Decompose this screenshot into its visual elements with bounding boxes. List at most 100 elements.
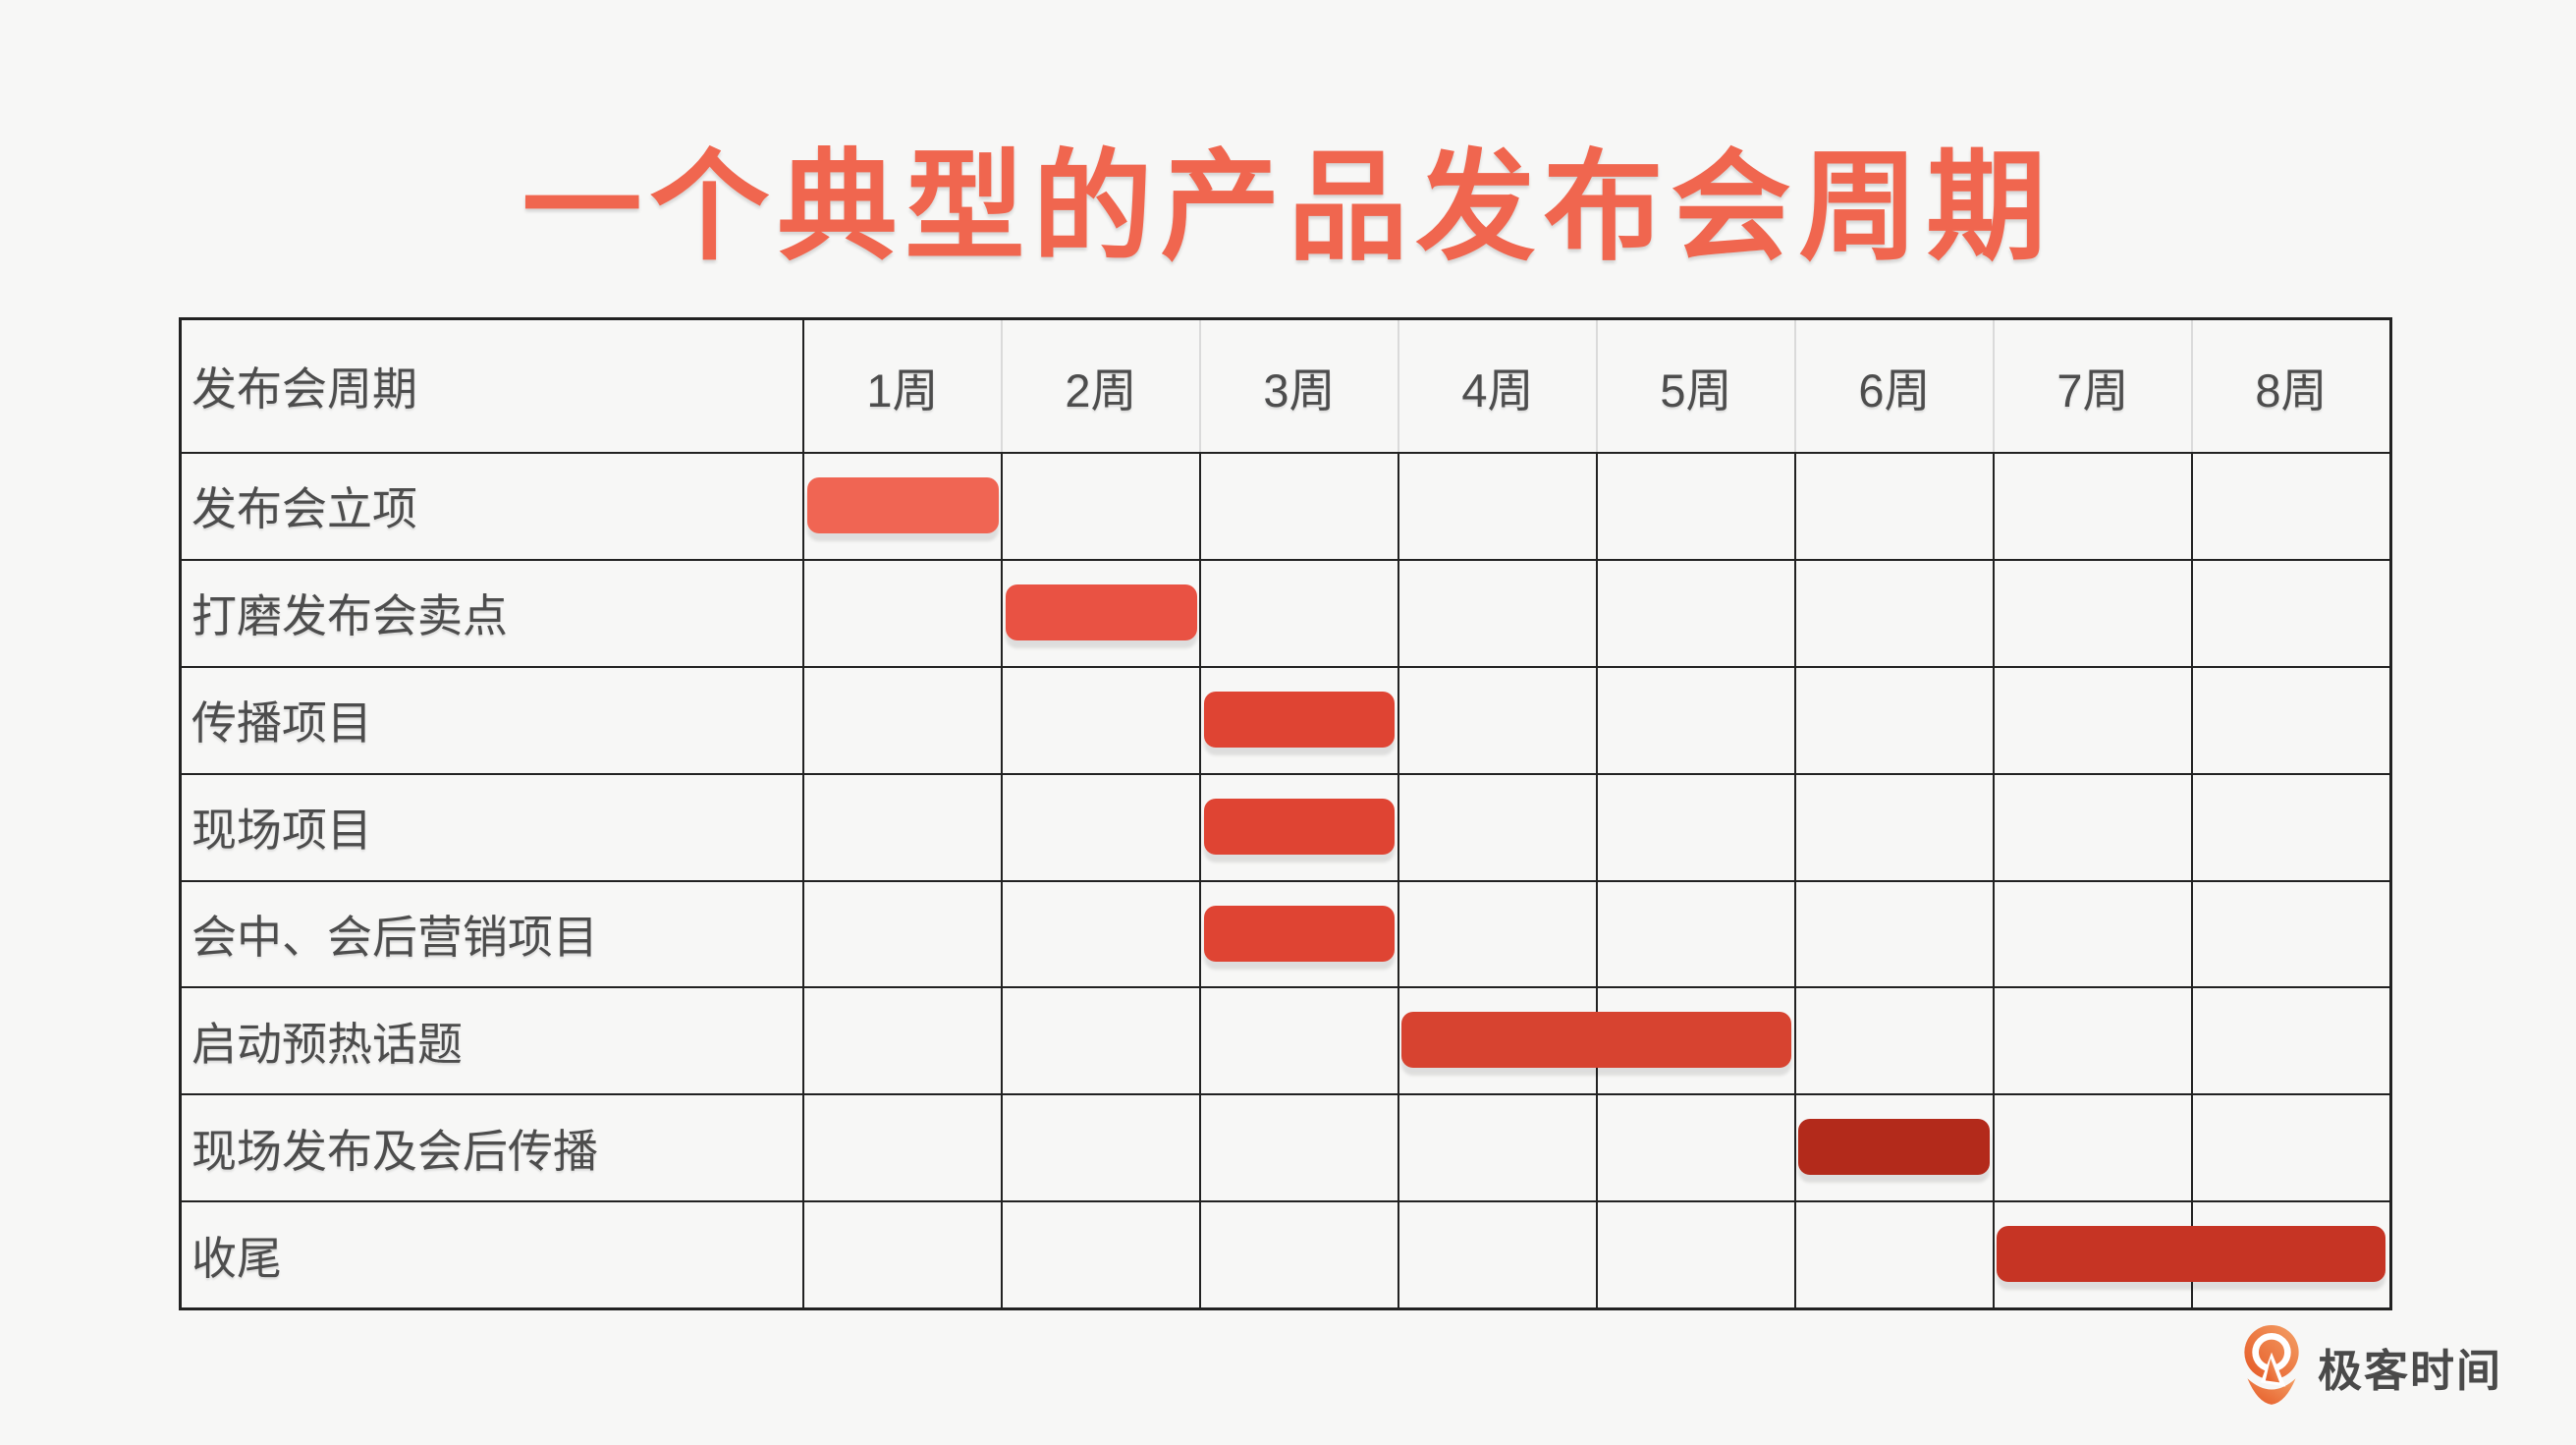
week-cell [1993,1202,2191,1307]
week-cell [1794,988,1993,1094]
week-cell [2191,454,2389,559]
week-cell [1993,560,2191,666]
gantt-bar [1005,584,1197,640]
task-label: 收尾 [182,1202,804,1307]
week-cell [1993,881,2191,987]
week-cell [804,988,1001,1093]
week-cell [1199,988,1398,1094]
week-cell [1001,667,1199,773]
task-row: 发布会立项 [182,452,2389,559]
week-cell [1794,774,1993,880]
week-cell [1596,667,1794,773]
header-row: 发布会周期 1周 2周 3周 4周 5周 6周 7周 8周 [182,320,2389,452]
week-cell [2191,774,2389,880]
week-cell [1001,560,1199,666]
week-header-6: 6周 [1794,320,1993,452]
week-cell [1398,774,1596,880]
week-cell [1001,1202,1199,1307]
week-cell [1199,881,1398,987]
week-cell [804,561,1001,666]
gantt-bar [1203,905,1396,962]
gantt-table: 发布会周期 1周 2周 3周 4周 5周 6周 7周 8周 发布会立项 打磨发布会… [179,317,2392,1310]
task-label: 现场发布及会后传播 [182,1095,804,1201]
week-cell [1199,667,1398,773]
task-label: 启动预热话题 [182,988,804,1094]
gantt-bar [807,477,999,533]
week-cell [1199,1202,1398,1307]
week-cell [1199,1095,1398,1201]
week-header-5: 5周 [1596,320,1794,452]
week-header-8: 8周 [2191,320,2389,452]
week-cell [804,775,1001,880]
week-cell [2191,1095,2389,1201]
week-header-7: 7周 [1993,320,2191,452]
week-cell [804,1202,1001,1307]
week-header-1: 1周 [866,363,939,417]
week-cell [1794,667,1993,773]
gantt-bar [1797,1119,1990,1176]
week-cell [1794,454,1993,559]
task-row: 现场发布及会后传播 [182,1093,2389,1201]
week-cell [1001,454,1199,559]
week-cell [1596,560,1794,666]
brand-name: 极客时间 [2318,1345,2503,1396]
week-cell [804,1095,1001,1200]
week-cell [2191,560,2389,666]
task-row: 会中、会后营销项目 [182,879,2389,987]
week-cell [1398,1202,1596,1307]
week-cell [1794,881,1993,987]
week-cell [1794,1095,1993,1201]
week-cell [1794,560,1993,666]
week-cell [1001,881,1199,987]
task-label: 传播项目 [182,667,804,773]
week-cell [1596,454,1794,559]
week-cell [1398,454,1596,559]
week-cell [1398,881,1596,987]
task-label: 发布会立项 [182,454,804,559]
week-cell [1993,1095,2191,1201]
week-cell [1398,988,1596,1094]
task-row: 现场项目 [182,772,2389,880]
task-row: 启动预热话题 [182,986,2389,1094]
week-cell [1199,454,1398,559]
task-label: 会中、会后营销项目 [182,881,804,987]
week-cell [1398,667,1596,773]
gantt-bar [1996,1226,2385,1283]
week-cell [1794,1202,1993,1307]
geektime-logo-icon [2244,1325,2299,1405]
header-label-cell: 发布会周期 [182,320,804,452]
week-cell [1993,988,2191,1094]
week-cell [1993,454,2191,559]
week-cell [1596,1202,1794,1307]
week-cell [1596,1095,1794,1201]
task-row: 打磨发布会卖点 [182,558,2389,666]
week-cell [804,882,1001,987]
week-cell [2191,988,2389,1094]
week-cell [1993,667,2191,773]
gantt-bar [1203,691,1396,748]
week-cell [1596,774,1794,880]
week-header-2: 2周 [1001,320,1199,452]
gantt-bar [1203,798,1396,855]
week-cell [1001,774,1199,880]
week-cell [1001,988,1199,1094]
week-cell [1398,1095,1596,1201]
week-cell [2191,667,2389,773]
gantt-bar [1401,1012,1791,1069]
task-row: 收尾 [182,1200,2389,1307]
week-header-4: 4周 [1398,320,1596,452]
week-cell [1199,560,1398,666]
week-cell [1001,1095,1199,1201]
week-cell [804,668,1001,773]
week-cell [1993,774,2191,880]
page-title: 一个典型的产品发布会周期 [521,140,2055,274]
week-cell [1596,881,1794,987]
week-cell [1199,774,1398,880]
task-row: 传播项目 [182,665,2389,773]
week-cell [2191,881,2389,987]
week-cell [1398,560,1596,666]
task-label: 打磨发布会卖点 [182,560,804,666]
task-label: 现场项目 [182,774,804,880]
week-header-3: 3周 [1199,320,1398,452]
